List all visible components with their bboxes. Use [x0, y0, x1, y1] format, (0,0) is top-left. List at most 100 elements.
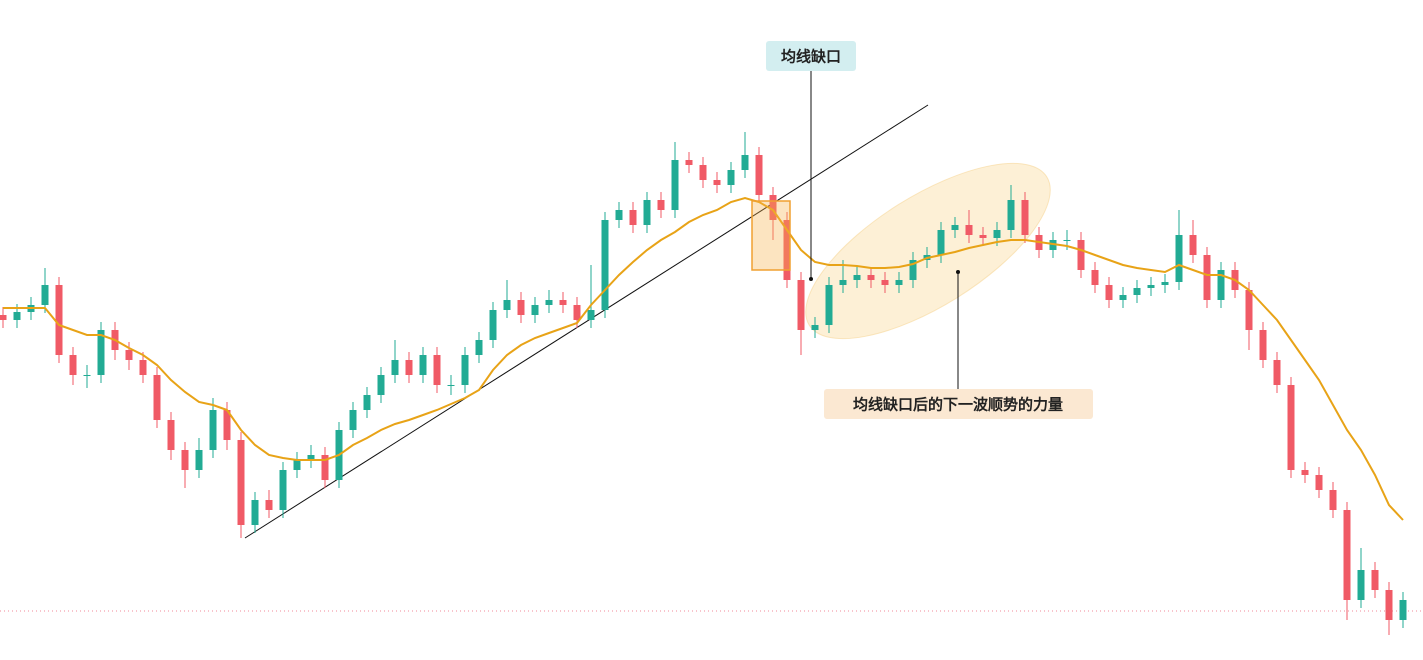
candle-body	[573, 305, 581, 320]
candle-body	[979, 235, 987, 238]
candle-body	[13, 312, 21, 320]
candle-body	[601, 220, 609, 310]
candle-body	[1385, 590, 1393, 620]
candle-body	[839, 280, 847, 285]
trend-line	[244, 104, 929, 539]
candle-body	[125, 350, 133, 360]
candle-body	[405, 360, 413, 375]
candle-body	[1147, 285, 1155, 288]
candle-body	[951, 225, 959, 230]
candle-body	[1357, 570, 1365, 600]
candle-body	[881, 280, 889, 285]
candle-body	[419, 355, 427, 375]
candle-body	[769, 195, 777, 220]
candle-body	[643, 200, 651, 225]
candle-body	[97, 330, 105, 375]
candle-body	[209, 410, 217, 450]
candle-body	[755, 155, 763, 195]
candle-body	[363, 395, 371, 410]
candle-body	[1007, 200, 1015, 230]
candle-body	[909, 260, 917, 280]
candle-body	[587, 310, 595, 320]
candle-body	[1189, 235, 1197, 255]
gap-box	[751, 200, 791, 271]
candle-body	[1287, 385, 1295, 470]
candle-body	[167, 420, 175, 450]
candle-body	[657, 200, 665, 210]
candle-body	[279, 470, 287, 510]
candle-body	[489, 310, 497, 340]
candle-body	[153, 375, 161, 420]
candle-body	[825, 285, 833, 325]
candle-body	[447, 385, 455, 386]
note-box	[824, 389, 1093, 419]
candle-body	[531, 305, 539, 315]
candle-body	[475, 340, 483, 355]
candle-body	[783, 220, 791, 280]
candle-body	[699, 165, 707, 180]
candle-body	[139, 360, 147, 375]
candle-body	[461, 355, 469, 385]
candle-body	[83, 375, 91, 376]
candle-body	[223, 410, 231, 440]
candle-body	[713, 180, 721, 185]
candle-body	[965, 225, 973, 235]
candle-body	[251, 500, 259, 525]
candle-body	[1021, 200, 1029, 235]
candle-body	[433, 355, 441, 385]
candle-body	[1343, 510, 1351, 600]
candle-body	[1315, 475, 1323, 490]
candle-body	[181, 450, 189, 470]
callout-dot	[809, 277, 813, 281]
candle-body	[1203, 255, 1211, 300]
candle-body	[1399, 600, 1407, 620]
candle-body	[293, 460, 301, 470]
candle-body	[517, 300, 525, 315]
candle-body	[1245, 290, 1253, 330]
candle-body	[615, 210, 623, 220]
candle-body	[69, 355, 77, 375]
annotation: 均线缺口后的下一波顺势的力量	[853, 396, 1063, 414]
candle-body	[1077, 240, 1085, 270]
candle-body	[853, 275, 861, 280]
candle-body	[867, 275, 875, 280]
candle-body	[1133, 288, 1141, 295]
candle-body	[671, 160, 679, 210]
candle-body	[1161, 282, 1169, 285]
candle-body	[265, 500, 273, 510]
note-box	[766, 41, 856, 71]
candle-body	[727, 170, 735, 185]
callout-dot	[956, 270, 960, 274]
candle-body	[377, 375, 385, 395]
candle-body	[1273, 360, 1281, 385]
annotation: 均线缺口	[781, 48, 841, 66]
candle-body	[307, 455, 315, 460]
candle-body	[1259, 330, 1267, 360]
candle-body	[0, 315, 7, 320]
candle-body	[55, 285, 63, 355]
candle-body	[685, 160, 693, 165]
candle-body	[349, 410, 357, 430]
candle-body	[41, 285, 49, 305]
candle-body	[237, 440, 245, 525]
candle-body	[1105, 285, 1113, 300]
candle-body	[895, 280, 903, 285]
candle-body	[321, 455, 329, 480]
candle-body	[503, 300, 511, 310]
candle-body	[391, 360, 399, 375]
candle-body	[1371, 570, 1379, 590]
candle-body	[559, 300, 567, 305]
candle-body	[741, 155, 749, 170]
candle-body	[993, 230, 1001, 238]
candle-body	[1091, 270, 1099, 285]
candle-body	[937, 230, 945, 255]
candle-body	[1329, 490, 1337, 510]
candle-body	[629, 210, 637, 225]
candle-body	[1119, 295, 1127, 300]
candle-body	[1301, 470, 1309, 475]
candle-body	[811, 325, 819, 330]
moving-average	[3, 196, 1404, 521]
candle-body	[195, 450, 203, 470]
candle-body	[1217, 270, 1225, 300]
